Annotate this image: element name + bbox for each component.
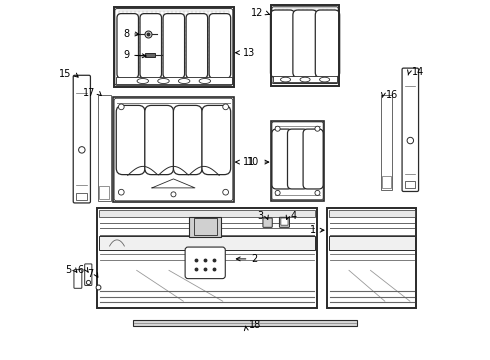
FancyBboxPatch shape [315,10,340,77]
FancyBboxPatch shape [145,105,173,175]
Bar [145,53,155,57]
Bar [381,95,392,190]
Ellipse shape [137,78,148,84]
Text: 15: 15 [59,69,72,79]
Bar [99,235,315,250]
Text: 4: 4 [291,211,297,221]
Circle shape [407,137,414,144]
FancyBboxPatch shape [185,247,225,279]
Text: 17: 17 [83,88,96,98]
Text: 16: 16 [386,90,398,100]
Text: 12: 12 [251,8,264,18]
Bar [133,320,357,326]
Ellipse shape [300,77,310,82]
Bar [76,193,87,200]
Text: 8: 8 [123,29,129,39]
Circle shape [78,147,85,153]
FancyBboxPatch shape [281,218,288,225]
Bar [405,181,416,188]
FancyBboxPatch shape [279,217,290,227]
Bar [327,208,416,309]
Text: 2: 2 [251,254,258,264]
Bar [99,211,315,217]
Circle shape [223,189,228,195]
FancyBboxPatch shape [140,14,162,78]
Text: 7: 7 [87,269,93,279]
Bar [194,219,217,235]
FancyBboxPatch shape [288,129,308,189]
Text: 1: 1 [310,225,316,235]
Bar [99,186,109,199]
Bar [382,176,391,188]
Bar [114,7,234,87]
Bar [271,5,339,86]
Text: 13: 13 [243,48,255,58]
Bar [329,235,415,250]
Bar [97,208,317,309]
FancyBboxPatch shape [272,129,292,189]
FancyBboxPatch shape [270,10,295,77]
Circle shape [315,126,320,131]
FancyBboxPatch shape [293,10,317,77]
FancyBboxPatch shape [186,14,208,78]
FancyBboxPatch shape [116,105,145,175]
Bar [113,97,234,202]
Bar [189,217,221,237]
Bar [98,95,111,201]
Circle shape [171,192,176,197]
Text: 18: 18 [249,320,261,330]
Ellipse shape [178,78,190,84]
FancyBboxPatch shape [173,105,202,175]
Circle shape [223,104,228,110]
Circle shape [275,126,280,131]
Ellipse shape [199,78,211,84]
FancyBboxPatch shape [163,14,185,78]
FancyBboxPatch shape [117,14,139,78]
Text: 10: 10 [247,157,259,167]
Circle shape [119,189,124,195]
Text: 9: 9 [123,50,129,60]
Ellipse shape [319,77,330,82]
Text: 6: 6 [77,265,84,275]
Ellipse shape [280,77,291,82]
FancyBboxPatch shape [209,14,231,78]
Bar [116,77,232,84]
Bar [329,211,415,217]
Circle shape [275,190,280,195]
FancyBboxPatch shape [202,105,231,175]
Text: 11: 11 [243,157,255,167]
Text: 14: 14 [412,67,424,77]
Circle shape [315,190,320,195]
Bar [273,76,337,82]
Text: 5: 5 [66,265,72,275]
FancyBboxPatch shape [303,129,323,189]
FancyBboxPatch shape [263,218,272,227]
Text: 3: 3 [258,211,264,221]
Bar [271,121,324,201]
Ellipse shape [158,78,169,84]
Circle shape [119,104,124,110]
